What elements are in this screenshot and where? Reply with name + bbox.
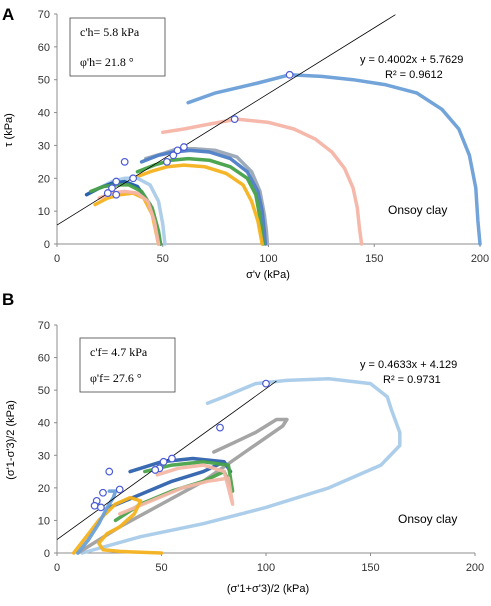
param-box-b xyxy=(79,337,176,393)
y-tick-label: 0 xyxy=(44,239,50,251)
y-tick-label: 50 xyxy=(38,385,50,397)
y-tick-label: 20 xyxy=(38,483,50,495)
failure-point-a xyxy=(129,174,138,183)
y-tick-label: 60 xyxy=(38,42,50,54)
failure-point-a xyxy=(285,70,294,79)
x-tick-label: 100 xyxy=(257,562,275,574)
x-tick-label: 0 xyxy=(54,253,60,265)
failure-point-b xyxy=(96,503,105,512)
x-axis-label-b: (σ'1+σ'3)/2 (kPa) xyxy=(227,583,309,595)
panel-a: 0 10 20 30 40 50 60 70 0 50 100 150 200 Ac'h= 5.8 kPa… xyxy=(2,5,489,281)
friction-angle-label-a: φ'h= 21.8 ° xyxy=(80,55,134,69)
y-tick-label: 10 xyxy=(38,515,50,527)
series-line-a xyxy=(89,183,163,246)
series-line-b xyxy=(80,376,402,555)
cohesion-label-a: c'h= 5.8 kPa xyxy=(80,25,140,39)
y-axis-label-a: τ (kPa) xyxy=(3,113,15,147)
x-tick-label: 150 xyxy=(365,253,383,265)
failure-point-a xyxy=(173,146,182,155)
failure-point-a xyxy=(120,157,129,166)
param-box-a xyxy=(69,17,166,77)
fit-r2-a: R² = 0.9612 xyxy=(385,69,443,81)
failure-point-a xyxy=(112,177,121,186)
fit-r2-b: R² = 0.9731 xyxy=(383,374,441,386)
y-tick-label: 10 xyxy=(38,206,50,218)
y-tick-label: 70 xyxy=(38,9,50,21)
friction-angle-label-b: φ'f= 27.6 ° xyxy=(90,371,142,385)
failure-point-b xyxy=(105,467,114,476)
y-tick-label: 60 xyxy=(38,353,50,365)
failure-point-b xyxy=(115,485,124,494)
failure-point-a xyxy=(103,189,112,197)
y-tick-label: 50 xyxy=(38,75,50,87)
x-tick-label: 200 xyxy=(466,562,484,574)
y-tick-label: 40 xyxy=(38,108,50,120)
failure-point-b xyxy=(262,379,270,388)
failure-point-a xyxy=(230,115,239,124)
panel-b: 0 10 20 30 40 50 60 70 0 50 100 150 200 Bc'f= 4.7 kPa… xyxy=(2,290,484,595)
y-tick-label: 0 xyxy=(44,548,50,560)
failure-point-b xyxy=(151,466,160,474)
failure-point-a xyxy=(108,184,116,193)
x-tick-label: 150 xyxy=(361,562,379,574)
series-line-a xyxy=(161,117,364,246)
series-line-b xyxy=(117,463,235,516)
series-line-a xyxy=(135,156,265,246)
y-axis-label-b: (σ'1-σ'3)/2 (kPa) xyxy=(5,400,17,480)
y-tick-label: 30 xyxy=(38,140,50,152)
fit-equation-a: y = 0.4002x + 5.7629 xyxy=(360,54,463,66)
series-line-a xyxy=(144,146,270,246)
y-tick-label: 20 xyxy=(38,173,50,185)
y-tick-label: 70 xyxy=(38,320,50,332)
material-annotation-a: Onsoy clay xyxy=(388,203,447,217)
x-tick-label: 0 xyxy=(54,562,60,574)
failure-point-b xyxy=(216,423,224,432)
failure-point-a xyxy=(112,190,121,199)
series-line-b xyxy=(76,489,118,555)
failure-point-a xyxy=(179,143,188,151)
x-tick-label: 50 xyxy=(157,253,169,265)
failure-point-b xyxy=(168,454,176,463)
y-tick-label: 30 xyxy=(38,450,50,462)
series-line-a xyxy=(97,189,161,246)
y-tick-label: 40 xyxy=(38,418,50,430)
failure-point-b xyxy=(159,457,168,466)
series-line-b xyxy=(76,417,289,555)
fit-equation-b: y = 0.4633x + 4.129 xyxy=(360,359,457,371)
failure-point-b xyxy=(90,501,99,510)
failure-point-b xyxy=(99,488,107,497)
cohesion-label-b: c'f= 4.7 kPa xyxy=(90,345,148,359)
x-axis-label-a: σ'v (kPa) xyxy=(246,269,290,281)
series-line-a xyxy=(186,73,482,246)
x-tick-label: 50 xyxy=(155,562,167,574)
panel-label-a: A xyxy=(2,5,14,24)
x-tick-label: 200 xyxy=(471,253,489,265)
x-tick-label: 100 xyxy=(259,253,277,265)
panel-label-b: B xyxy=(2,290,14,309)
series-line-a xyxy=(139,148,268,246)
failure-point-a xyxy=(163,157,171,166)
series-line-a xyxy=(131,163,264,246)
material-annotation-b: Onsoy clay xyxy=(398,512,457,526)
failure-point-a xyxy=(169,151,178,160)
